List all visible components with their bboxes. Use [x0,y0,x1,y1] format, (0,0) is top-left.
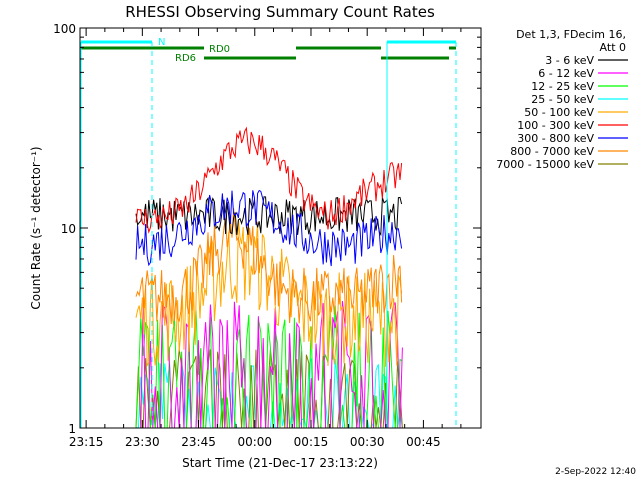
x-tick-label: 00:45 [406,435,441,449]
x-tick-label: 23:45 [181,435,216,449]
flag-rd0-label: RD0 [209,44,230,55]
legend-label: 25 - 50 keV [531,93,594,106]
axes-layer: 1 10 100 23:15 23:30 23:45 00:00 00:15 00:30 00:4… [53,22,481,449]
series-line [135,219,403,368]
flag-rd6-label: RD6 [175,53,196,64]
legend-label: 7000 - 15000 keV [496,158,594,171]
legend-label: 300 - 800 keV [517,132,594,145]
x-tick-label: 23:15 [69,435,104,449]
y-tick-label: 10 [61,222,76,236]
flag-n-label: N [158,37,165,48]
series-line [135,208,403,325]
legend-header-line1: Det 1,3, FDecim 16, [516,28,626,41]
legend-header-line2: Att 0 [600,41,626,54]
legend-label: 800 - 7000 keV [510,145,594,158]
series-line [135,189,403,267]
data-layer [135,126,403,429]
y-tick-label: 100 [53,22,76,36]
series-line [135,196,403,237]
legend-label: 12 - 25 keV [531,80,594,93]
legend-label: 100 - 300 keV [517,119,594,132]
x-tick-label: 00:15 [294,435,329,449]
legend-label: 3 - 6 keV [545,54,594,67]
series-line [135,126,403,234]
legend-label: 6 - 12 keV [538,67,594,80]
legend-label: 50 - 100 keV [524,106,594,119]
y-axis-label: Count Rate (s⁻¹ detector⁻¹) [29,146,43,309]
timestamp: 2-Sep-2022 12:40 [555,467,636,477]
x-tick-label: 00:30 [350,435,385,449]
x-axis-label: Start Time (21-Dec-17 23:13:22) [182,456,378,470]
series-line [135,348,403,429]
y-tick-label: 1 [68,422,76,436]
x-tick-label: 00:00 [237,435,272,449]
chart-title: RHESSI Observing Summary Count Rates [125,3,435,21]
flag-layer: N RD0 RD6 [80,37,457,428]
x-tick-label: 23:30 [125,435,160,449]
